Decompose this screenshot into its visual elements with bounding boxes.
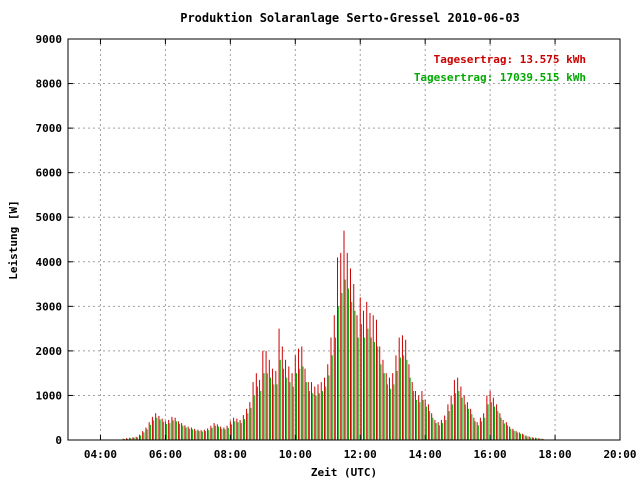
chart-title: Produktion Solaranlage Serto-Gressel 201… xyxy=(180,11,520,25)
y-tick-label: 0 xyxy=(55,434,62,447)
y-tick-label: 8000 xyxy=(36,78,63,91)
plot-frame xyxy=(67,38,621,441)
x-tick-label: 20:00 xyxy=(603,448,636,461)
y-tick-label: 7000 xyxy=(36,122,63,135)
x-tick-label: 12:00 xyxy=(344,448,377,461)
bars-layer xyxy=(122,230,544,440)
x-tick-label: 08:00 xyxy=(214,448,247,461)
grid-layer xyxy=(68,39,620,440)
y-tick-label: 6000 xyxy=(36,167,63,180)
legend-green-daily-yield: Tagesertrag: 17039.515 kWh xyxy=(414,71,586,84)
y-axis-label: Leistung [W] xyxy=(7,200,20,279)
x-tick-label: 06:00 xyxy=(149,448,182,461)
y-tick-label: 4000 xyxy=(36,256,63,269)
y-tick-label: 2000 xyxy=(36,345,63,358)
y-tick-label: 5000 xyxy=(36,211,63,224)
x-axis-label: Zeit (UTC) xyxy=(311,466,377,479)
y-tick-label: 3000 xyxy=(36,300,63,313)
legend-red-daily-yield: Tagesertrag: 13.575 kWh xyxy=(434,53,586,66)
x-tick-label: 16:00 xyxy=(474,448,507,461)
y-tick-label: 9000 xyxy=(36,33,63,46)
x-tick-label: 04:00 xyxy=(84,448,117,461)
y-tick-label: 1000 xyxy=(36,389,63,402)
x-tick-label: 14:00 xyxy=(409,448,442,461)
x-tick-label: 10:00 xyxy=(279,448,312,461)
x-tick-label: 18:00 xyxy=(538,448,571,461)
ticks-layer: 0 1000 2000 3000 4000 5000 6000 7000 8000 9000 04:… xyxy=(36,33,637,461)
